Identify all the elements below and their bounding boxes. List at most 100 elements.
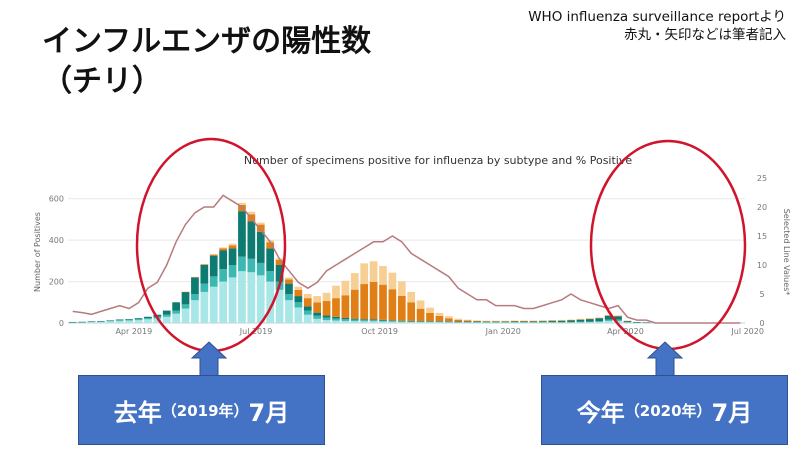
bar-segment <box>454 319 463 322</box>
bar-segment <box>285 277 293 280</box>
bar-segment <box>614 316 622 320</box>
bar-segment <box>463 321 472 323</box>
y2-tick-label: 25 <box>757 174 767 183</box>
bar-segment <box>266 271 275 282</box>
bar-segment <box>548 320 557 322</box>
bar-segment <box>228 243 237 246</box>
bar-segment <box>520 322 528 323</box>
bar-segment <box>303 306 312 311</box>
bar-segment <box>106 320 115 321</box>
bar-segment <box>482 321 491 323</box>
bar-segment <box>350 319 359 322</box>
bar-segment <box>444 316 453 319</box>
bar-segment <box>172 310 180 314</box>
bar-segment <box>454 322 463 323</box>
bar-segment <box>642 322 651 323</box>
bar-segment <box>200 263 209 265</box>
bar-segment <box>482 320 491 322</box>
y-axis-label: Number of Positives <box>33 212 42 292</box>
bar-segment <box>219 281 228 323</box>
bar-segment <box>416 321 425 322</box>
bar-segment <box>256 224 265 232</box>
callout-2020: 今年 （2020年） 7月 <box>541 375 788 445</box>
bar-segment <box>341 280 350 296</box>
bar-segment <box>473 321 481 323</box>
callout-2020-month: 7月 <box>711 398 753 427</box>
bar-segment <box>313 296 322 303</box>
bar-segment <box>557 320 566 321</box>
bar-segment <box>473 322 481 323</box>
callout-2019-main: 去年 <box>113 398 162 427</box>
y2-tick-label: 0 <box>759 319 764 328</box>
bar-segment <box>529 321 538 322</box>
bar-segment <box>585 318 594 320</box>
bar-segment <box>360 319 369 321</box>
bar-segment <box>426 312 434 322</box>
bar-segment <box>341 320 350 323</box>
bar-segment <box>209 254 218 256</box>
bar-segment <box>501 322 510 323</box>
bar-segment <box>576 322 585 323</box>
bar-segment <box>369 320 378 322</box>
bar-segment <box>181 308 190 323</box>
bar-segment <box>585 322 594 323</box>
bar-segment <box>172 302 180 311</box>
bar-segment <box>350 318 359 320</box>
bar-segment <box>219 269 228 282</box>
source-note-line1: WHO influenza surveillance reportより <box>528 9 786 25</box>
bar-segment <box>294 302 303 308</box>
x-tick-label: Apr 2019 <box>115 327 152 336</box>
slide-title-line2: （チリ） <box>42 64 162 99</box>
bar-segment <box>444 322 453 323</box>
bar-segment <box>538 321 547 322</box>
bar-segment <box>435 312 444 316</box>
bar-segment <box>285 279 293 284</box>
bar-segment <box>623 320 632 322</box>
bar-segment <box>510 322 519 323</box>
bar-segment <box>294 307 303 323</box>
bar-segment <box>200 265 209 284</box>
bar-segment <box>501 321 510 323</box>
bar-segment <box>78 321 86 323</box>
bar-segment <box>538 320 547 321</box>
bar-segment <box>548 322 557 323</box>
bar-segment <box>341 319 350 321</box>
bar-segment <box>322 315 331 318</box>
bar-segment <box>463 321 472 323</box>
highlight-ellipse-2020 <box>589 139 747 351</box>
bar-segment <box>369 261 378 282</box>
bar-segment <box>379 321 387 323</box>
bar-segment <box>501 321 510 322</box>
bar-segment <box>256 262 265 276</box>
bar-segment <box>303 310 312 315</box>
bar-segment <box>614 319 622 321</box>
bar-segment <box>416 300 425 309</box>
bar-segment <box>520 320 528 322</box>
bar-segment <box>585 321 594 323</box>
bar-segment <box>275 289 284 323</box>
bar-segment <box>275 259 284 265</box>
slide-title-line1: インフルエンザの陽性数 <box>42 24 372 59</box>
bar-segment <box>134 320 143 323</box>
bar-segment <box>529 321 538 323</box>
bar-segment <box>435 322 444 323</box>
bar-segment <box>247 221 256 259</box>
bar-segment <box>275 265 284 282</box>
bar-segment <box>125 320 133 323</box>
bar-segment <box>191 277 199 294</box>
line-series <box>72 194 741 324</box>
bar-segment <box>463 319 472 321</box>
bar-segment <box>388 321 397 323</box>
bar-segment <box>510 320 519 322</box>
bar-segment <box>435 315 444 322</box>
bar-segment <box>397 320 406 322</box>
x-tick-label: Oct 2019 <box>361 327 398 336</box>
bar-segment <box>181 291 190 293</box>
bar-segment <box>162 314 171 317</box>
bar-segment <box>360 263 369 285</box>
bar-segment <box>614 315 622 317</box>
bar-segment <box>379 319 387 321</box>
bar-segment <box>369 321 378 323</box>
bar-segment <box>181 291 190 305</box>
bar-segment <box>256 231 265 263</box>
